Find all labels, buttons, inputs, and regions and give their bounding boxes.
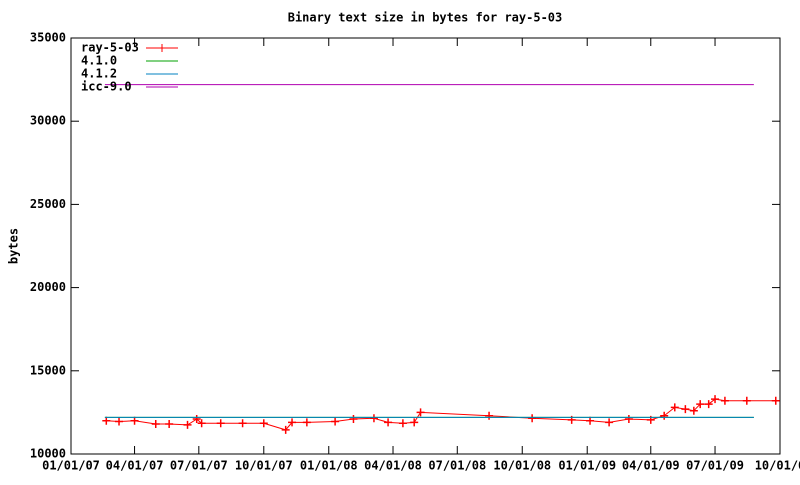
y-tick-label: 10000 [30, 447, 66, 461]
data-point [216, 419, 225, 428]
data-point [660, 411, 669, 420]
data-point [681, 405, 690, 414]
y-tick-label: 35000 [30, 31, 66, 45]
plot-frame [70, 37, 781, 455]
x-tick-label: 01/01/07 [42, 459, 100, 473]
data-point [384, 418, 393, 427]
x-tick-label: 04/01/08 [364, 459, 422, 473]
data-point [711, 395, 720, 404]
legend-label: ray-5-03 [81, 41, 139, 55]
x-tick-label: 04/01/07 [106, 459, 164, 473]
data-point [130, 416, 139, 425]
data-point [197, 419, 206, 428]
data-point [398, 419, 407, 428]
data-point [586, 416, 595, 425]
data-point [696, 400, 705, 409]
x-tick-label: 01/01/08 [300, 459, 358, 473]
y-tick-label: 30000 [30, 114, 66, 128]
data-point [689, 406, 698, 415]
data-point [485, 411, 494, 420]
data-point [410, 418, 419, 427]
legend-label: icc-9.0 [81, 80, 132, 94]
legend-marker [158, 44, 166, 52]
y-tick-label: 15000 [30, 363, 66, 377]
data-point [416, 408, 425, 417]
data-point [720, 396, 729, 405]
chart-title: Binary text size in bytes for ray-5-03 [288, 11, 563, 25]
data-point [192, 415, 201, 424]
data-point [302, 418, 311, 427]
data-point [331, 417, 340, 426]
data-point [102, 416, 111, 425]
data-point [259, 419, 268, 428]
data-point [742, 396, 751, 405]
data-point [528, 414, 537, 423]
data-point [288, 418, 297, 427]
x-tick-label: 10/01/08 [493, 459, 551, 473]
data-point [369, 414, 378, 423]
data-point [281, 425, 290, 434]
y-axis-label: bytes [7, 228, 21, 264]
x-tick-label: 07/01/07 [170, 459, 228, 473]
x-tick-label: 10/01/07 [235, 459, 293, 473]
data-point [151, 420, 160, 429]
x-tick-label: 07/01/09 [686, 459, 744, 473]
x-tick-label: 10/01/0 [755, 459, 800, 473]
data-point [670, 403, 679, 412]
y-tick-label: 25000 [30, 197, 66, 211]
data-point [605, 418, 614, 427]
legend-label: 4.1.2 [81, 67, 117, 81]
data-point [771, 396, 780, 405]
x-tick-label: 04/01/09 [622, 459, 680, 473]
legend-label: 4.1.0 [81, 54, 117, 68]
x-tick-label: 01/01/09 [558, 459, 616, 473]
data-point [165, 420, 174, 429]
data-point [115, 417, 124, 426]
data-point [704, 400, 713, 409]
x-tick-label: 07/01/08 [428, 459, 486, 473]
data-point [349, 415, 358, 424]
data-point [624, 415, 633, 424]
y-tick-label: 20000 [30, 280, 66, 294]
data-point [183, 420, 192, 429]
data-point [238, 419, 247, 428]
